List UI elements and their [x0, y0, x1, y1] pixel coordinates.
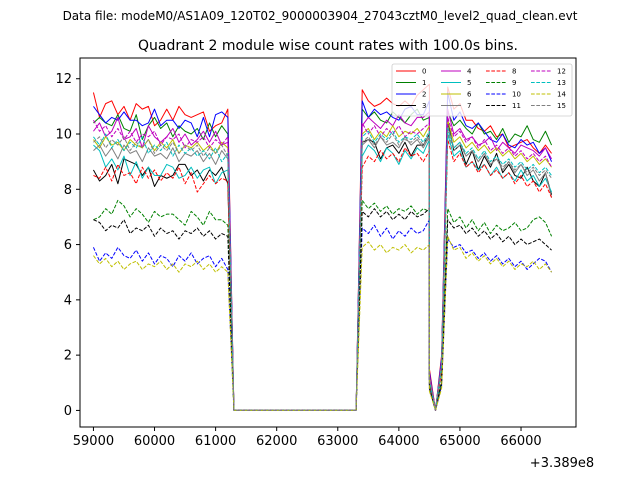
x-axis: 59000 60000 61000 62000 63000 64000 65000 66000: [73, 427, 542, 449]
legend-label-13: 13: [557, 79, 566, 87]
y-tick-label: 4: [64, 293, 72, 308]
y-tick-label: 2: [64, 349, 72, 364]
legend-label-5: 5: [467, 79, 471, 87]
legend-label-1: 1: [422, 79, 426, 87]
y-tick-label: 10: [55, 128, 72, 143]
series-line-14: [93, 235, 552, 411]
series-line-12: [93, 116, 553, 411]
y-tick-label: 0: [64, 404, 72, 419]
legend-label-7: 7: [467, 102, 471, 110]
legend-label-9: 9: [512, 79, 516, 87]
x-tick-label: 65000: [439, 434, 480, 449]
legend-label-12: 12: [557, 68, 566, 76]
x-tick-label: 66000: [500, 434, 541, 449]
x-offset-label: +3.389e8: [530, 456, 594, 471]
x-tick-label: 62000: [256, 434, 297, 449]
x-tick-label: 61000: [195, 434, 236, 449]
series-line-15: [93, 130, 552, 411]
y-tick-label: 12: [55, 72, 72, 87]
legend-label-8: 8: [512, 68, 516, 76]
legend-label-6: 6: [467, 91, 472, 99]
x-tick-label: 63000: [317, 434, 358, 449]
legend-label-15: 15: [557, 102, 566, 110]
data-file-header: Data file: modeM0/AS1A09_120T02_90000039…: [63, 9, 578, 23]
legend-label-10: 10: [512, 91, 521, 99]
y-axis: 0 2 4 6 8 10 12: [55, 72, 80, 419]
legend-label-14: 14: [557, 91, 566, 99]
legend-label-3: 3: [422, 102, 426, 110]
x-tick-label: 59000: [73, 434, 114, 449]
legend-label-2: 2: [422, 91, 426, 99]
plot-area: 59000 60000 61000 62000 63000 64000 65000 66000…: [55, 57, 594, 471]
legend-label-4: 4: [467, 68, 472, 76]
y-tick-label: 8: [64, 183, 72, 198]
legend-label-11: 11: [512, 102, 521, 110]
x-tick-label: 64000: [378, 434, 419, 449]
y-tick-label: 6: [64, 238, 72, 253]
axes-frame: [79, 57, 577, 428]
legend-label-0: 0: [422, 68, 426, 76]
series-layer: [92, 83, 553, 411]
chart-title: Quadrant 2 module wise count rates with …: [138, 38, 518, 54]
x-tick-label: 60000: [134, 434, 175, 449]
legend-box: [391, 63, 573, 117]
